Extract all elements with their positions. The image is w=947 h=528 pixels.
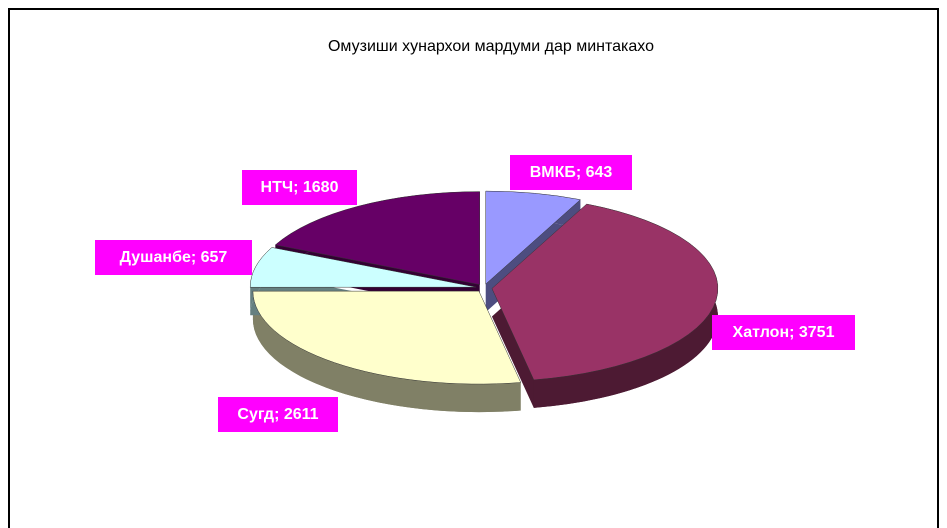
label-box	[712, 315, 855, 350]
slice	[252, 290, 522, 385]
data-label: ВМКБ; 643	[530, 164, 613, 181]
slice-side	[252, 291, 521, 413]
label-box	[218, 397, 338, 432]
pie	[249, 190, 719, 413]
label-box	[95, 240, 252, 275]
slice	[274, 191, 480, 285]
labels: ВМКБ; 643 Хатлон; 3751 Сугд; 2611 Душанбе; …	[95, 155, 855, 432]
chart-title: Омузиши хунархои мардуми дар минтакахо	[328, 38, 654, 55]
data-label: НТЧ; 1680	[261, 179, 339, 196]
label-box	[510, 155, 632, 190]
label-box	[242, 170, 357, 205]
data-label: Сугд; 2611	[237, 406, 318, 423]
slice	[491, 203, 719, 381]
slice	[249, 247, 477, 288]
slice	[485, 190, 581, 285]
data-label: Душанбе; 657	[120, 249, 228, 266]
data-label: Хатлон; 3751	[733, 324, 835, 341]
chart-frame	[8, 8, 939, 528]
